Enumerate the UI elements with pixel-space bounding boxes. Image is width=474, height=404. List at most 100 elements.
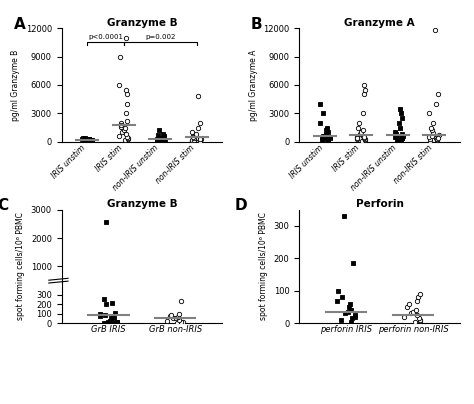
- Point: [159, 131, 166, 137]
- Point: [115, 133, 123, 139]
- Point: [104, 318, 111, 325]
- Point: [341, 310, 349, 317]
- Point: [174, 314, 182, 320]
- Point: [122, 34, 130, 41]
- Point: [79, 136, 86, 142]
- Point: [362, 137, 369, 143]
- Point: [325, 137, 332, 143]
- Point: [396, 120, 403, 126]
- Point: [196, 136, 204, 143]
- Point: [116, 53, 124, 60]
- Point: [123, 101, 130, 107]
- Point: [101, 311, 109, 318]
- Point: [393, 134, 401, 140]
- Point: [356, 131, 364, 137]
- Point: [190, 133, 197, 139]
- Point: [322, 127, 330, 134]
- Point: [102, 301, 110, 307]
- Point: [158, 135, 165, 141]
- Point: [326, 134, 333, 140]
- Point: [323, 124, 331, 131]
- Point: [398, 135, 405, 141]
- Point: [192, 135, 200, 141]
- Point: [326, 135, 333, 141]
- Point: [401, 314, 408, 320]
- Point: [407, 310, 414, 317]
- Point: [160, 137, 168, 143]
- Point: [435, 132, 443, 138]
- Point: [396, 124, 404, 131]
- Text: A: A: [13, 17, 25, 32]
- Point: [434, 136, 441, 142]
- Text: p=0.002: p=0.002: [145, 34, 175, 40]
- Point: [320, 133, 328, 139]
- Point: [353, 136, 360, 142]
- Point: [360, 82, 368, 88]
- Point: [166, 312, 173, 319]
- Point: [414, 294, 422, 301]
- Point: [159, 137, 166, 144]
- Point: [79, 135, 86, 141]
- Point: [413, 312, 420, 318]
- Point: [160, 134, 168, 140]
- Point: [194, 93, 201, 99]
- Point: [189, 134, 197, 141]
- Point: [87, 137, 94, 144]
- Point: [417, 317, 424, 323]
- Point: [434, 91, 442, 98]
- Point: [107, 318, 114, 324]
- Point: [410, 309, 417, 315]
- Point: [358, 137, 366, 144]
- Point: [122, 131, 129, 137]
- Point: [191, 137, 198, 143]
- Point: [391, 134, 398, 140]
- Point: [111, 320, 118, 326]
- Point: [361, 135, 368, 141]
- Point: [354, 135, 361, 141]
- Point: [359, 127, 367, 134]
- Point: [177, 318, 185, 325]
- Point: [85, 136, 92, 143]
- Point: [411, 318, 419, 325]
- Text: p<0.0001: p<0.0001: [88, 34, 123, 40]
- Point: [155, 127, 163, 134]
- Point: [88, 137, 96, 144]
- Point: [194, 137, 202, 143]
- Point: [432, 135, 439, 141]
- Point: [122, 110, 130, 117]
- Text: B: B: [251, 17, 263, 32]
- Y-axis label: pg/ml Granzyme B: pg/ml Granzyme B: [11, 49, 20, 121]
- Point: [84, 137, 92, 143]
- Y-axis label: pg/ml Granzyme A: pg/ml Granzyme A: [249, 49, 258, 121]
- Point: [319, 137, 326, 143]
- Point: [361, 86, 369, 93]
- Point: [347, 307, 355, 314]
- Point: [340, 213, 347, 219]
- Point: [392, 131, 400, 137]
- Point: [426, 134, 433, 140]
- Point: [188, 137, 195, 143]
- Point: [96, 311, 104, 317]
- Point: [111, 309, 119, 316]
- Point: [355, 120, 363, 126]
- Point: [196, 137, 204, 144]
- Point: [360, 110, 367, 117]
- Point: [319, 136, 327, 142]
- Point: [324, 136, 332, 142]
- Point: [346, 301, 354, 307]
- Point: [337, 317, 345, 323]
- Point: [160, 133, 168, 139]
- Title: Perforin: Perforin: [356, 199, 403, 209]
- Point: [124, 135, 131, 141]
- Point: [110, 315, 118, 322]
- Point: [173, 320, 181, 326]
- Point: [319, 133, 327, 139]
- Title: Granzyme B: Granzyme B: [107, 199, 177, 209]
- Point: [427, 124, 435, 131]
- Point: [316, 120, 324, 126]
- Point: [417, 318, 424, 324]
- Point: [83, 137, 91, 143]
- Point: [196, 138, 203, 144]
- Point: [434, 135, 441, 141]
- Point: [428, 127, 436, 134]
